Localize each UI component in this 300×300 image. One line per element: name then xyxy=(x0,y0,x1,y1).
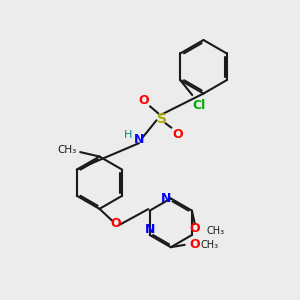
Text: N: N xyxy=(134,133,144,146)
Text: CH₃: CH₃ xyxy=(200,240,219,250)
Text: O: O xyxy=(172,128,183,141)
Text: O: O xyxy=(190,222,200,235)
Text: O: O xyxy=(110,217,121,230)
Text: S: S xyxy=(157,112,167,126)
Text: N: N xyxy=(145,223,155,236)
Text: CH₃: CH₃ xyxy=(206,226,224,236)
Text: O: O xyxy=(139,94,149,107)
Text: O: O xyxy=(189,238,200,251)
Text: Cl: Cl xyxy=(192,100,206,112)
Text: H: H xyxy=(124,130,133,140)
Text: CH₃: CH₃ xyxy=(57,145,76,155)
Text: N: N xyxy=(161,192,172,205)
